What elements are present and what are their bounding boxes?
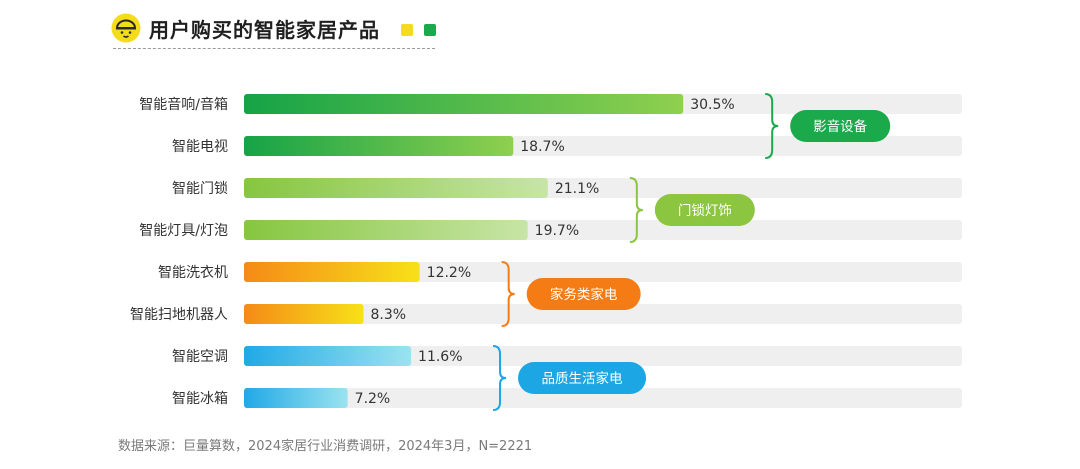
group-label: 家务类家电 bbox=[550, 286, 618, 303]
category-label: 智能冰箱 bbox=[172, 391, 228, 407]
category-label: 智能音响/音箱 bbox=[139, 96, 228, 113]
group-bracket bbox=[765, 93, 779, 159]
bar-4 bbox=[244, 220, 528, 240]
value-label: 19.7% bbox=[535, 223, 579, 239]
value-label: 30.5% bbox=[690, 97, 734, 113]
legend-square-green bbox=[424, 24, 436, 36]
title-divider bbox=[113, 48, 435, 49]
value-label: 21.1% bbox=[555, 181, 599, 197]
chart-header: 用户购买的智能家居产品 bbox=[111, 10, 380, 46]
bar-1 bbox=[244, 94, 684, 114]
category-label: 智能扫地机器人 bbox=[130, 307, 228, 323]
bar-track bbox=[244, 388, 962, 408]
bar-8 bbox=[244, 388, 348, 408]
group-pill bbox=[518, 362, 647, 394]
bar-3 bbox=[244, 178, 548, 198]
bulb-face-icon bbox=[111, 13, 141, 43]
category-label: 智能灯具/灯泡 bbox=[139, 223, 228, 239]
value-label: 7.2% bbox=[355, 391, 391, 407]
category-label: 智能空调 bbox=[172, 349, 228, 365]
group-pill bbox=[526, 278, 641, 310]
bar-2 bbox=[244, 136, 514, 156]
bar-6 bbox=[244, 304, 364, 324]
group-pill bbox=[790, 110, 891, 142]
bar-5 bbox=[244, 262, 420, 282]
legend-square-yellow bbox=[401, 24, 413, 36]
value-label: 12.2% bbox=[427, 265, 471, 281]
group-bracket bbox=[492, 345, 507, 411]
group-bracket bbox=[629, 177, 643, 243]
chart-title: 用户购买的智能家居产品 bbox=[149, 17, 380, 42]
data-source-note: 数据来源：巨量算数，2024家居行业消费调研，2024年3月，N=2221 bbox=[118, 439, 533, 454]
group-pill bbox=[654, 194, 755, 226]
value-label: 11.6% bbox=[418, 349, 462, 365]
bar-7 bbox=[244, 346, 412, 366]
category-label: 智能洗衣机 bbox=[158, 265, 228, 281]
value-label: 8.3% bbox=[371, 307, 407, 323]
category-label: 智能电视 bbox=[172, 139, 228, 155]
group-label: 影音设备 bbox=[813, 118, 867, 135]
bar-track bbox=[244, 262, 962, 282]
group-label: 门锁灯饰 bbox=[678, 203, 732, 219]
bar-track bbox=[244, 346, 962, 366]
bar-track bbox=[244, 304, 962, 324]
category-label: 智能门锁 bbox=[172, 181, 228, 197]
group-label: 品质生活家电 bbox=[542, 370, 623, 387]
group-bracket bbox=[501, 261, 515, 327]
value-label: 18.7% bbox=[520, 139, 564, 155]
